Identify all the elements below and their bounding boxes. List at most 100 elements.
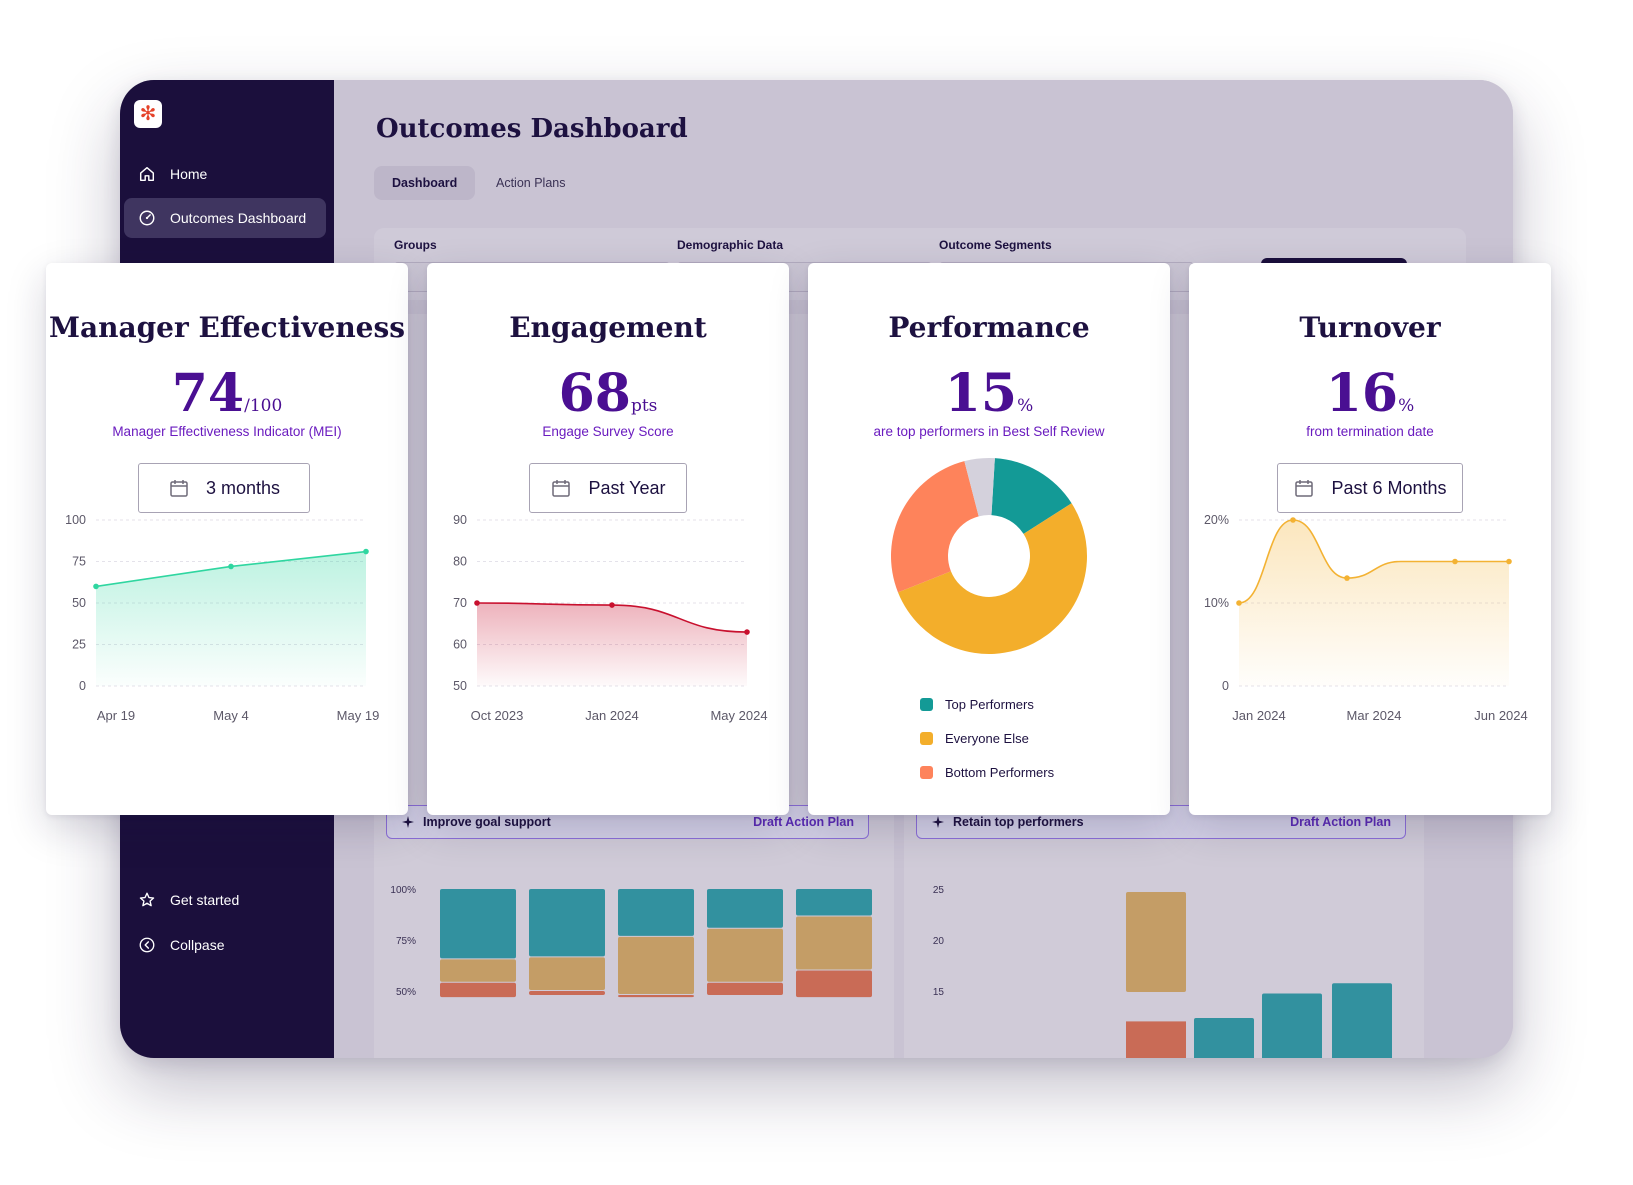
- outcome-segments-label: Outcome Segments: [939, 238, 1052, 252]
- dashboard-icon: [139, 210, 155, 226]
- data-point: [1236, 600, 1242, 606]
- calendar-icon: [552, 480, 571, 497]
- bar-segment: [1126, 1021, 1186, 1058]
- sidebar-item-collapse[interactable]: Collpase: [124, 925, 326, 965]
- area-fill: [96, 551, 366, 686]
- data-point: [474, 600, 480, 606]
- bar-segment: [529, 889, 605, 957]
- y-tick-label: 70: [453, 596, 467, 610]
- home-icon: [139, 166, 155, 182]
- card-metric: 15%: [808, 363, 1170, 424]
- bar-segment: [529, 990, 605, 996]
- period-selector[interactable]: Past Year: [529, 463, 687, 513]
- legend-label: Bottom Performers: [945, 764, 1055, 780]
- tab-dashboard[interactable]: Dashboard: [374, 166, 476, 200]
- data-point: [228, 563, 234, 570]
- sidebar-item-label: Get started: [170, 892, 240, 908]
- y-tick-label: 75%: [396, 936, 416, 947]
- legend-swatch: [920, 697, 933, 711]
- period-selector[interactable]: Past 6 Months: [1277, 463, 1463, 513]
- y-tick-label: 20%: [1204, 513, 1229, 527]
- metric-unit: %: [1017, 396, 1034, 416]
- right-bar-chart: 25 20 15: [933, 885, 1392, 1058]
- card-metric: 74/100: [46, 363, 408, 424]
- calendar-icon: [1295, 480, 1314, 497]
- engagement-area-chart: 90 80 70 60 50 Oct 2023 Jan 2024 May 2024: [453, 513, 767, 723]
- bar-segment: [529, 957, 605, 990]
- draft-action-plan-link[interactable]: Draft Action Plan: [753, 815, 854, 829]
- metric-value: 15: [944, 363, 1018, 424]
- sidebar-item-outcomes-dashboard[interactable]: Outcomes Dashboard: [124, 198, 326, 238]
- card-title: Manager Effectiveness: [48, 311, 406, 344]
- chevron-left-circle-icon: [139, 937, 155, 953]
- card-title: Engagement: [509, 311, 707, 344]
- x-tick-label: Jan 2024: [1232, 708, 1286, 723]
- card-subtitle: Engage Survey Score: [542, 424, 674, 439]
- card-metric: 16%: [1189, 363, 1551, 424]
- pie-slice: [991, 458, 1072, 534]
- data-point: [744, 629, 750, 635]
- bar-segment: [1126, 892, 1186, 992]
- period-label: Past Year: [588, 477, 666, 498]
- action-bar-label: Retain top performers: [953, 815, 1084, 829]
- y-tick-label: 20: [933, 936, 945, 947]
- y-tick-label: 100: [65, 513, 86, 527]
- card-manager-effectiveness: Manager Effectiveness 74/100 Manager Eff…: [46, 263, 408, 815]
- legend-item: Bottom Performers: [920, 755, 1054, 789]
- legend-label: Everyone Else: [945, 730, 1029, 746]
- bar-segment: [796, 916, 872, 970]
- bar-segment: [707, 889, 783, 928]
- metric-value: 74: [171, 363, 245, 424]
- metric-value: 16: [1325, 363, 1399, 424]
- bar-segment: [440, 959, 516, 982]
- y-tick-label: 25: [933, 885, 945, 896]
- bar-segment: [618, 995, 694, 998]
- tab-action-plans[interactable]: Action Plans: [496, 176, 566, 190]
- sidebar-item-get-started[interactable]: Get started: [124, 880, 326, 920]
- card-turnover: Turnover 16% from termination date Past …: [1189, 263, 1551, 815]
- metric-unit: /100: [244, 396, 283, 416]
- bar-segment: [618, 936, 694, 995]
- y-tick-label: 0: [1222, 679, 1229, 693]
- x-tick-label: Oct 2023: [471, 708, 524, 723]
- metric-unit: pts: [630, 396, 658, 416]
- legend-item: Top Performers: [920, 687, 1054, 721]
- draft-action-plan-link[interactable]: Draft Action Plan: [1290, 815, 1391, 829]
- bar-segment: [707, 982, 783, 996]
- sparkle-icon: [402, 816, 414, 828]
- period-selector[interactable]: 3 months: [138, 463, 310, 513]
- y-tick-label: 60: [453, 638, 467, 652]
- turnover-area-chart: 20% 10% 0 Jan 2024 Mar 2024 Jun 2024: [1204, 513, 1528, 723]
- sidebar-item-home[interactable]: Home: [124, 154, 326, 194]
- metric-value: 68: [558, 363, 631, 424]
- x-tick-label: May 4: [213, 708, 248, 723]
- x-tick-label: May 19: [337, 708, 380, 723]
- x-tick-label: Jun 2024: [1474, 708, 1528, 723]
- card-subtitle: are top performers in Best Self Review: [873, 424, 1105, 439]
- data-point: [93, 583, 99, 590]
- metric-unit: %: [1398, 396, 1415, 416]
- data-point: [1290, 517, 1296, 523]
- data-point: [609, 602, 615, 608]
- bar-segment: [440, 982, 516, 998]
- bar-segment: [796, 970, 872, 998]
- legend-swatch: [920, 731, 933, 745]
- y-tick-label: 0: [79, 679, 86, 693]
- pie-slice: [891, 461, 979, 593]
- bar-segment: [796, 889, 872, 916]
- app-logo-icon[interactable]: ✻: [134, 100, 162, 128]
- area-fill: [477, 603, 747, 686]
- x-tick-label: Mar 2024: [1347, 708, 1402, 723]
- groups-label: Groups: [394, 238, 437, 252]
- bar-segment: [440, 889, 516, 959]
- legend-swatch: [920, 765, 933, 779]
- sidebar-item-label: Outcomes Dashboard: [170, 210, 307, 226]
- x-tick-label: May 2024: [710, 708, 767, 723]
- bar-segment: [618, 889, 694, 936]
- data-point: [363, 548, 369, 555]
- data-point: [1506, 558, 1512, 565]
- y-tick-label: 90: [453, 513, 467, 527]
- card-metric: 68pts: [427, 363, 789, 424]
- x-tick-label: Jan 2024: [585, 708, 639, 723]
- card-subtitle: from termination date: [1306, 424, 1434, 439]
